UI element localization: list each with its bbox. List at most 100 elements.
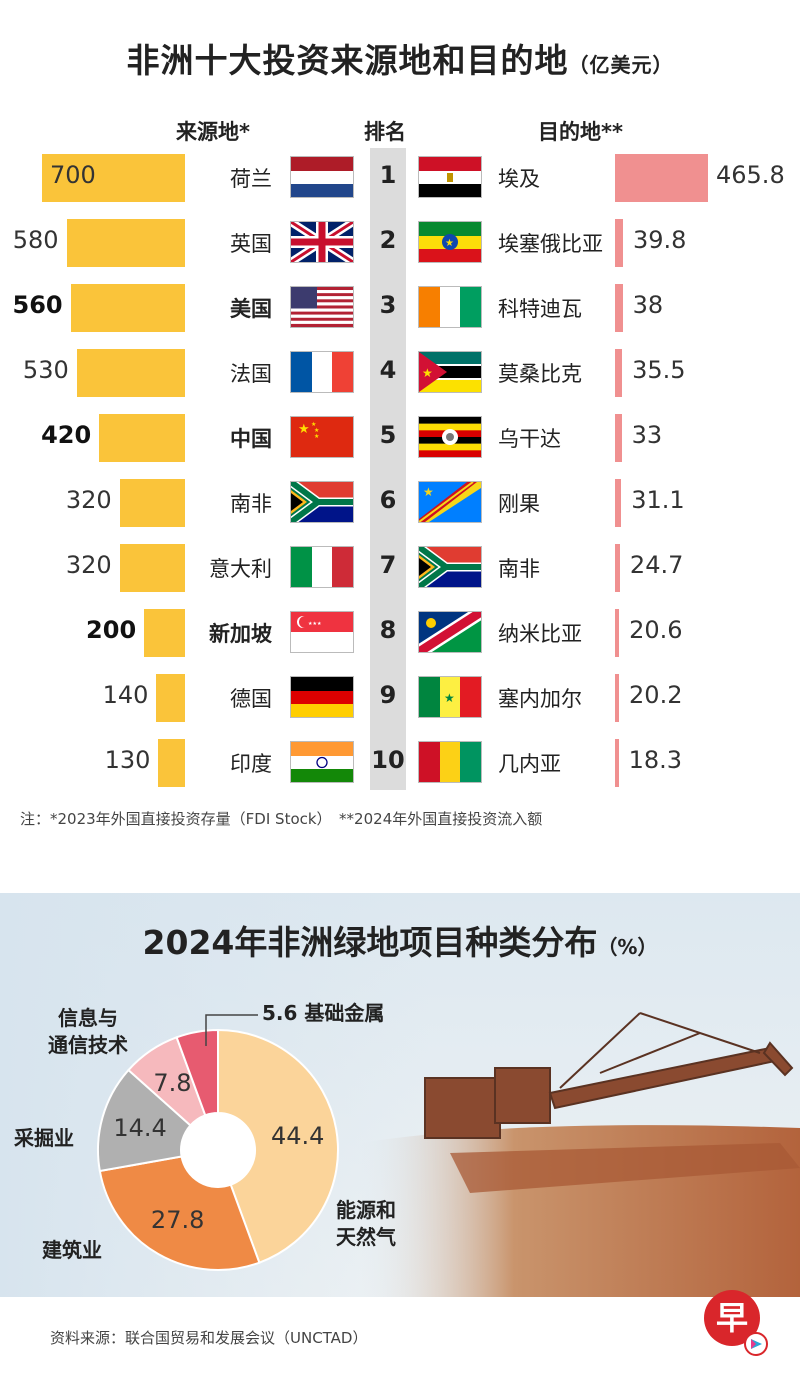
rank-number: 10 — [371, 746, 405, 774]
flag-italy-icon — [291, 547, 353, 587]
rank-number: 5 — [379, 421, 397, 449]
destination-value: 465.8 — [716, 161, 785, 189]
rank-number: 4 — [379, 356, 397, 384]
destination-value: 24.7 — [629, 551, 684, 579]
destination-bar — [615, 414, 622, 462]
source-bar — [66, 219, 185, 267]
rank-number: 7 — [379, 551, 397, 579]
source-bar — [99, 414, 185, 462]
flag-congo-icon: ★ — [419, 482, 481, 522]
destination-country: 科特迪瓦 — [498, 297, 582, 321]
destination-value: 39.8 — [632, 226, 687, 254]
pie-value-label: 44.4 — [271, 1122, 324, 1150]
label-ict: 信息与 通信技术 — [48, 1005, 128, 1059]
source-country: 中国 — [230, 427, 272, 451]
flag-south-africa-icon — [291, 482, 353, 522]
destination-country: 刚果 — [498, 492, 540, 516]
table-row: 140 德国 9 ★ 塞内加尔 20.2 — [0, 670, 800, 732]
flag-guinea-icon — [419, 742, 481, 782]
svg-text:★: ★ — [298, 422, 310, 437]
flag-mozambique-icon: ★ — [419, 352, 481, 392]
table-row: 700 荷兰 1 埃及 465.8 — [0, 150, 800, 212]
rank-number: 3 — [379, 291, 397, 319]
source-country: 英国 — [230, 232, 272, 256]
pie-value-label: 27.8 — [151, 1206, 204, 1234]
source-bar — [158, 739, 185, 787]
pie-value-label: 7.8 — [153, 1069, 191, 1097]
rank-number: 1 — [379, 161, 397, 189]
label-ict-line1: 信息与 — [58, 1006, 118, 1030]
svg-text:★: ★ — [444, 691, 455, 705]
label-energy-line1: 能源和 — [336, 1198, 396, 1222]
destination-bar — [615, 154, 708, 202]
source-value: 140 — [102, 681, 149, 709]
destination-bar — [615, 544, 620, 592]
destination-value: 20.2 — [629, 681, 683, 709]
destination-value: 31.1 — [631, 486, 685, 514]
source-country: 印度 — [230, 752, 272, 776]
pie-title-text: 2024年非洲绿地项目种类分布 — [142, 923, 598, 962]
table-row: 320 意大利 7 南非 24.7 — [0, 540, 800, 602]
pie-title-unit: （%） — [597, 935, 658, 959]
title-unit: （亿美元） — [568, 53, 674, 77]
destination-bar — [615, 479, 622, 527]
header-destination: 目的地** — [538, 120, 623, 144]
source-country: 南非 — [230, 492, 272, 516]
destination-value: 20.6 — [629, 616, 683, 644]
label-mining: 采掘业 — [14, 1126, 74, 1150]
source-value: 320 — [65, 486, 112, 514]
footnote: 注：*2023年外国直接投资存量（FDI Stock） **2024年外国直接投… — [20, 810, 543, 828]
label-ict-line2: 通信技术 — [48, 1033, 128, 1057]
source-bar — [156, 674, 185, 722]
flag-egypt-icon — [419, 157, 481, 197]
source-bar — [70, 284, 185, 332]
table-row: 320 南非 6 ★ 刚果 31.1 — [0, 475, 800, 537]
table-row: 530 法国 4 ★ 莫桑比克 35.5 — [0, 345, 800, 407]
header-source: 来源地* — [176, 120, 250, 144]
flag-namibia-icon — [419, 612, 481, 652]
svg-text:★: ★ — [445, 238, 454, 249]
label-energy-line2: 天然气 — [336, 1225, 396, 1249]
flag-france-icon — [291, 352, 353, 392]
source-bar — [42, 154, 185, 202]
source-country: 荷兰 — [230, 167, 272, 191]
source-value: 580 — [12, 226, 59, 254]
destination-bar — [615, 739, 619, 787]
flag-uganda-icon — [419, 417, 481, 457]
flag-senegal-icon: ★ — [419, 677, 481, 717]
source-bar — [76, 349, 185, 397]
destination-country: 几内亚 — [498, 752, 561, 776]
destination-value: 35.5 — [632, 356, 686, 384]
destination-country: 埃及 — [498, 167, 540, 191]
destination-country: 纳米比亚 — [498, 622, 582, 646]
flag-south-africa-icon — [419, 547, 481, 587]
table-row: 200 新加坡 ★★★ 8 纳米比亚 20.6 — [0, 605, 800, 667]
flag-singapore-icon: ★★★ — [291, 612, 353, 652]
svg-text:★: ★ — [314, 427, 319, 434]
pie-slice — [98, 1155, 261, 1271]
source-country: 德国 — [230, 687, 272, 711]
source-value: 130 — [104, 746, 151, 774]
label-construction: 建筑业 — [42, 1238, 102, 1262]
destination-bar — [615, 219, 623, 267]
table-row: 560 美国 3 科特迪瓦 38 — [0, 280, 800, 342]
title-text: 非洲十大投资来源地和目的地 — [126, 41, 569, 80]
destination-value: 33 — [631, 421, 663, 449]
destination-country: 塞内加尔 — [498, 687, 582, 711]
flag-india-icon — [291, 742, 353, 782]
donut-hole — [181, 1113, 255, 1187]
rank-number: 9 — [379, 681, 397, 709]
source-value: 320 — [65, 551, 112, 579]
rank-number: 6 — [379, 486, 397, 514]
flag-germany-icon — [291, 677, 353, 717]
source-value: 420 — [41, 421, 92, 449]
pie-chart-title: 2024年非洲绿地项目种类分布（%） — [0, 916, 800, 964]
destination-bar — [615, 284, 623, 332]
chart-title: 非洲十大投资来源地和目的地（亿美元） — [0, 34, 800, 82]
table-row: 420 中国 ★ ★ ★ ★ 5 乌干达 33 — [0, 410, 800, 472]
header-rank: 排名 — [364, 120, 406, 144]
flag-uk-icon — [291, 222, 353, 262]
destination-country: 埃塞俄比亚 — [498, 232, 603, 256]
flag-ethiopia-icon: ★ — [419, 222, 481, 262]
source-country: 美国 — [230, 297, 272, 321]
